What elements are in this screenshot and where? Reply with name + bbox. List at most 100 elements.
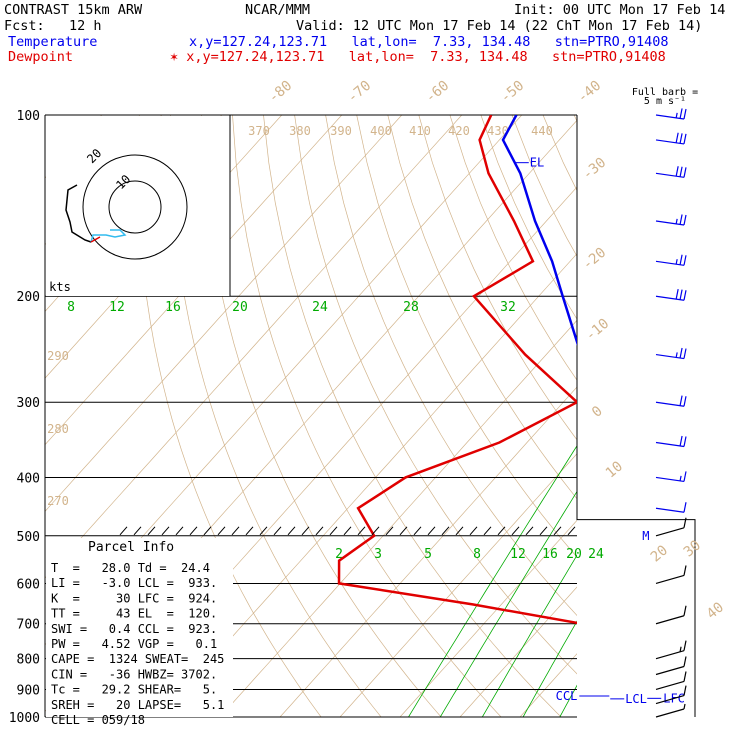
hatch-mark — [175, 526, 184, 536]
m-marker: M — [642, 529, 649, 543]
isotherm-label: -10 — [583, 316, 613, 345]
dry-adiabat-line — [449, 115, 577, 381]
wind-barb-flag — [683, 685, 687, 696]
wind-barb — [655, 640, 687, 660]
hodograph-trace-surface — [90, 236, 101, 243]
mixing-ratio-line — [481, 554, 577, 717]
wind-barb-half-flag — [675, 259, 678, 265]
isotherm-line — [219, 319, 577, 717]
wind-barb-half-flag — [679, 475, 682, 481]
hatch-mark — [259, 526, 268, 536]
wind-barb-flag — [675, 288, 679, 300]
mixing-ratio-line — [559, 684, 577, 717]
wind-barb — [655, 605, 687, 625]
temperature-profile — [501, 115, 577, 347]
hodograph-panel — [46, 116, 230, 296]
wind-barb — [655, 685, 687, 705]
wind-barb-flag — [683, 605, 687, 616]
wind-barb-flag — [683, 640, 687, 651]
wind-barb — [655, 288, 687, 301]
isotherm-line — [45, 115, 403, 512]
parcel-info-row: T = 28.0 Td = 24.4 — [51, 561, 210, 575]
wind-barb-flag — [683, 108, 687, 120]
pressure-tick-label: 600 — [17, 577, 40, 592]
wind-barb-staff — [655, 401, 685, 407]
hodograph-units: kts — [49, 280, 71, 294]
isotherm-label: -60 — [423, 78, 453, 107]
hatch-mark — [203, 526, 212, 536]
wind-barb — [655, 108, 687, 120]
wind-barb-staff — [655, 695, 685, 705]
wind-barb — [655, 254, 687, 266]
wind-barb-flag — [683, 517, 687, 528]
wind-barb-flag — [683, 565, 687, 576]
dry-adiabat-label: 430 — [487, 124, 509, 138]
isotherm-label: -20 — [580, 245, 610, 274]
dry-adiabat-label: 420 — [448, 124, 470, 138]
isotherm-label: -50 — [498, 78, 528, 107]
mixing-ratio-label: 8 — [67, 300, 75, 315]
wind-barb-flag — [679, 435, 683, 447]
hatch-mark — [497, 526, 506, 536]
hodograph-ring — [108, 180, 162, 234]
hatch-mark — [413, 526, 422, 536]
wind-barb — [655, 347, 687, 360]
hodograph-ring — [82, 154, 188, 260]
wind-barb-staff — [655, 708, 685, 718]
wind-barb-flag — [683, 255, 687, 266]
wind-barb — [655, 214, 687, 226]
hatch-mark — [161, 526, 170, 536]
dry-adiabat-line — [698, 115, 740, 717]
wind-barb-half-flag — [679, 646, 682, 652]
wind-barb-half-flag — [675, 352, 678, 358]
mixing-ratio-label: 5 — [424, 547, 432, 562]
hatch-mark — [119, 526, 128, 536]
wind-barb-staff — [655, 574, 685, 585]
isotherm-line — [339, 453, 577, 717]
hatch-mark — [441, 526, 450, 536]
wind-barb — [655, 132, 687, 145]
wind-barb-staff — [655, 507, 685, 513]
hatch-mark — [217, 526, 226, 536]
hatch-mark — [385, 526, 394, 536]
pressure-tick-label: 400 — [17, 471, 40, 486]
dry-adiabat-line — [542, 115, 577, 192]
barb-scale-title: Full barb = — [632, 87, 698, 98]
hatch-mark — [455, 526, 464, 536]
wind-barb-flag — [683, 436, 687, 447]
wind-barb-staff — [655, 680, 685, 691]
wind-barb — [655, 395, 687, 407]
temperature-legend: Temperature — [8, 34, 98, 50]
isotherm-line — [640, 115, 740, 717]
wind-barb-flag — [683, 133, 687, 145]
wind-barb-half-flag — [675, 218, 678, 225]
init-time: Init: 00 UTC Mon 17 Feb 14 — [514, 2, 726, 18]
isotherm-label: -70 — [345, 78, 375, 107]
dry-adiabat-label: 290 — [47, 349, 69, 363]
isotherm-line — [519, 653, 577, 717]
mixing-ratio-label: 28 — [403, 300, 419, 315]
parcel-info-row: Tc = 29.2 SHEAR= 5. — [51, 683, 217, 697]
hodograph-trace-low — [90, 229, 127, 243]
pressure-tick-label: 800 — [17, 653, 40, 668]
hatch-mark — [133, 526, 142, 536]
dry-adiabat-label: 440 — [531, 124, 553, 138]
isotherm-label: 30 — [681, 537, 704, 560]
dry-adiabat-line — [636, 115, 740, 717]
wind-barb — [655, 656, 687, 676]
wind-barb-staff — [655, 615, 685, 625]
hatch-mark — [427, 526, 436, 536]
wind-barb-flag — [683, 502, 687, 513]
dry-adiabat-line — [729, 115, 740, 717]
wind-barb-staff — [655, 527, 685, 537]
hatch-mark — [511, 526, 520, 536]
hatch-mark — [553, 526, 562, 536]
mixing-ratio-label: 24 — [312, 300, 328, 315]
dry-adiabat-line — [294, 115, 577, 675]
parcel-info-row: LI = -3.0 LCL = 933. — [51, 576, 217, 590]
isotherm-line — [459, 586, 577, 717]
parcel-info-row: PW = 4.52 VGP = 0.1 — [51, 637, 217, 651]
wind-barb — [655, 565, 687, 585]
hatch-mark — [525, 526, 534, 536]
mixing-ratio-line — [626, 296, 740, 717]
